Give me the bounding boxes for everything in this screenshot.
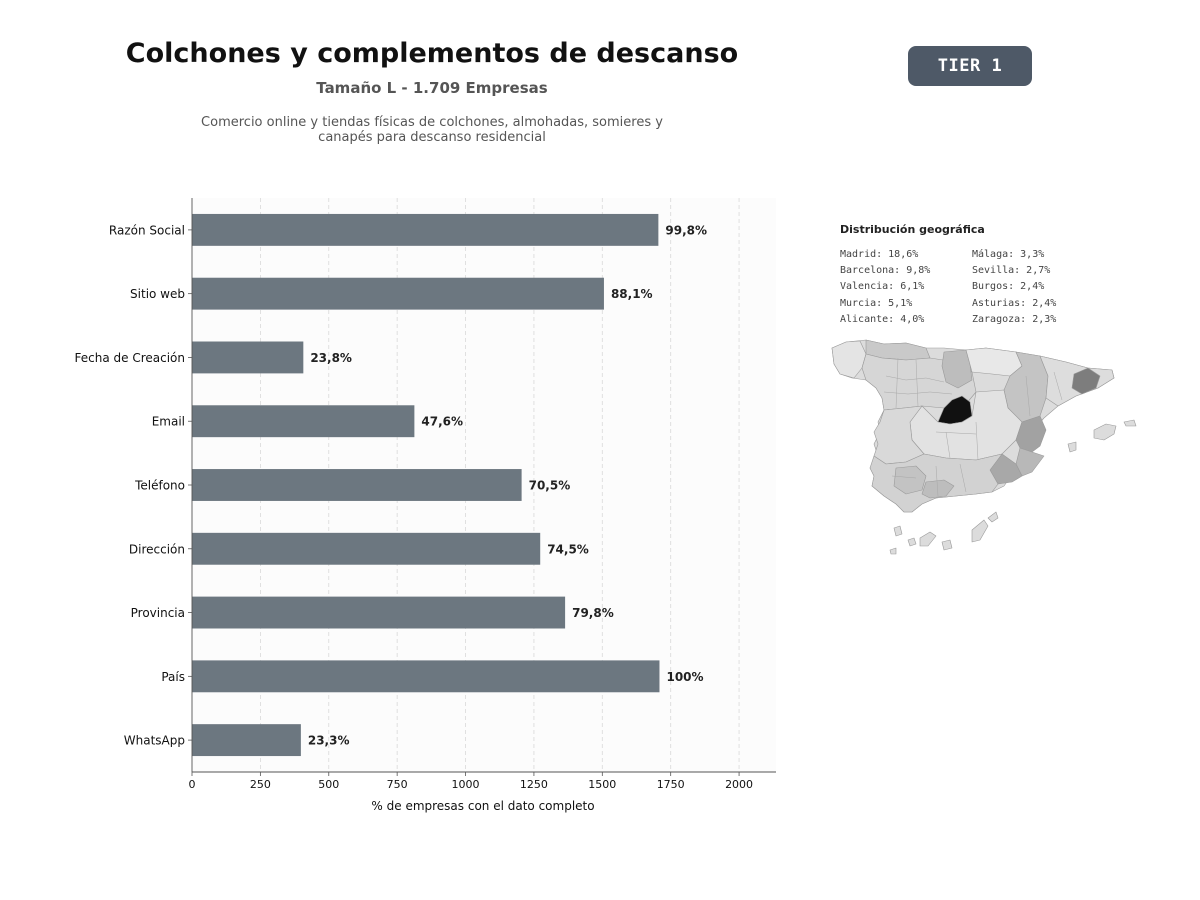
- x-tick-label: 1750: [657, 778, 685, 791]
- bar: [192, 405, 415, 438]
- map-region-baleares-ibiza: [1067, 441, 1077, 453]
- tier-badge: TIER 1: [908, 46, 1032, 86]
- category-label: Teléfono: [134, 479, 185, 493]
- map-region-canarias-2: [907, 537, 917, 547]
- spain-map: [831, 339, 1137, 555]
- category-label: Dirección: [129, 542, 185, 556]
- category-label: Provincia: [131, 606, 185, 620]
- geo-entry: Burgos: 2,4%: [972, 281, 1045, 293]
- bar: [192, 469, 522, 501]
- x-tick-label: 1000: [452, 778, 480, 791]
- x-axis-label: % de empresas con el dato completo: [371, 799, 594, 813]
- map-region-canarias-5: [971, 519, 989, 543]
- bar: [192, 660, 660, 693]
- chart-title: Colchones y complementos de descanso: [125, 38, 739, 69]
- geo-entry: Madrid: 18,6%: [840, 249, 919, 260]
- x-tick-label: 1250: [520, 778, 548, 791]
- map-region-baleares-mallorca: [1093, 423, 1117, 441]
- map-region-sevilla: [893, 465, 927, 495]
- bar: [192, 213, 659, 246]
- category-label: Razón Social: [109, 223, 185, 237]
- x-tick-label: 2000: [725, 778, 753, 791]
- bar: [192, 277, 604, 310]
- bar-value-label: 100%: [666, 670, 703, 684]
- bar-value-label: 47,6%: [421, 415, 463, 429]
- map-region-canarias-6: [987, 511, 999, 523]
- map-region-canarias-4: [941, 539, 953, 551]
- bar: [192, 724, 301, 757]
- x-tick-label: 750: [387, 778, 408, 791]
- bar-value-label: 23,3%: [308, 734, 350, 748]
- bar: [192, 341, 304, 374]
- geo-entry: Barcelona: 9,8%: [840, 265, 931, 277]
- bar-value-label: 70,5%: [529, 479, 571, 493]
- bar-value-label: 88,1%: [611, 287, 653, 301]
- description-line-1: Comercio online y tiendas físicas de col…: [201, 115, 663, 130]
- geo-entry: Valencia: 6,1%: [840, 281, 925, 293]
- map-region-navarra: [965, 347, 1023, 377]
- geo-entry: Asturias: 2,4%: [972, 297, 1057, 309]
- category-label: Sitio web: [130, 287, 185, 301]
- geo-title: Distribución geográfica: [840, 223, 985, 236]
- bar: [192, 596, 566, 629]
- x-tick-label: 500: [318, 778, 339, 791]
- map-region-canarias-1: [893, 525, 903, 537]
- geo-column-2: Málaga: 3,3% Sevilla: 2,7% Burgos: 2,4% …: [972, 247, 1056, 328]
- bar-value-label: 23,8%: [310, 351, 352, 365]
- geo-entry: Málaga: 3,3%: [972, 249, 1045, 260]
- x-tick-label: 1500: [588, 778, 616, 791]
- geo-column-1: Madrid: 18,6% Barcelona: 9,8% Valencia: …: [840, 247, 930, 328]
- chart-description: Comercio online y tiendas físicas de col…: [182, 115, 682, 145]
- map-region-baleares-menorca: [1123, 419, 1137, 427]
- map-region-canarias-7: [889, 547, 897, 555]
- x-tick-label: 250: [250, 778, 271, 791]
- bar-value-label: 99,8%: [665, 223, 707, 237]
- category-label: WhatsApp: [124, 734, 185, 748]
- geo-entry: Sevilla: 2,7%: [972, 265, 1051, 277]
- geo-entry: Zaragoza: 2,3%: [972, 313, 1057, 325]
- category-label: Email: [152, 415, 185, 429]
- map-province-borders: [883, 357, 1063, 497]
- map-region-valencia: [1015, 415, 1047, 453]
- map-region-canarias-3: [919, 531, 937, 547]
- bar-value-label: 79,8%: [572, 606, 614, 620]
- chart-subtitle: Tamaño L - 1.709 Empresas: [316, 79, 548, 97]
- bar-value-label: 74,5%: [547, 542, 589, 556]
- category-label: Fecha de Creación: [75, 351, 185, 365]
- x-tick-label: 0: [189, 778, 196, 791]
- geo-entry: Murcia: 5,1%: [840, 297, 913, 309]
- description-line-2: canapés para descanso residencial: [318, 130, 546, 145]
- map-region-malaga: [921, 479, 955, 499]
- category-label: País: [161, 670, 185, 684]
- bar: [192, 532, 541, 565]
- map-region-barcelona: [1071, 367, 1101, 395]
- geo-entry: Alicante: 4,0%: [840, 313, 925, 325]
- bar-chart: 99,8% Razón Social 88,1% Sitio web 23,8% Fech…: [75, 198, 776, 813]
